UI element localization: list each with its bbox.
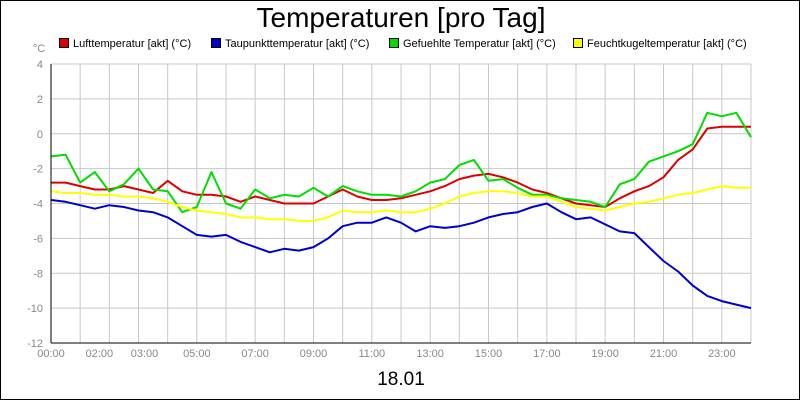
y-tick-label: 4 [37, 59, 43, 71]
y-tick-label: -10 [27, 303, 43, 315]
y-tick-label: -6 [33, 233, 43, 245]
y-tick-label: -12 [27, 338, 43, 350]
legend-label-feuchtkugeltemperatur: Feuchtkugeltemperatur [akt] (°C) [587, 38, 747, 50]
y-tick-label: 2 [37, 94, 43, 106]
series-line-0 [51, 125, 751, 208]
x-tick-label: 09:00 [300, 348, 328, 360]
x-tick-label: 11:00 [358, 348, 385, 360]
x-tick-label: 17:00 [533, 348, 561, 360]
legend-swatch-gefuehlte-temperatur [389, 38, 399, 48]
date-label: 18.01 [377, 369, 425, 390]
legend-label-gefuehlte-temperatur: Gefuehlte Temperatur [akt] (°C) [403, 38, 556, 50]
x-tick-label: 21:00 [650, 348, 678, 360]
x-tick-label: 13:00 [416, 348, 444, 360]
x-tick-label: 03:00 [131, 348, 159, 360]
x-tick-label: 05:00 [183, 348, 211, 360]
legend-item-taupunkttemperatur: Taupunkttemperatur [akt] (°C) [211, 38, 369, 50]
x-tick-label: 02:00 [86, 348, 114, 360]
y-tick-label: -4 [33, 199, 43, 211]
series-line-3 [50, 185, 751, 222]
series-line-1 [50, 199, 752, 310]
y-tick-label: -2 [33, 164, 43, 176]
x-tick-label: 15:00 [475, 348, 503, 360]
y-tick-label: -8 [33, 268, 43, 280]
legend-swatch-taupunkttemperatur [211, 38, 221, 48]
x-tick-label: 07:00 [241, 348, 269, 360]
legend-swatch-lufttemperatur [59, 38, 69, 48]
legend-item-feuchtkugeltemperatur: Feuchtkugeltemperatur [akt] (°C) [573, 38, 747, 50]
series-line-2 [50, 111, 752, 214]
x-tick-label: 19:00 [591, 348, 619, 360]
legend-label-taupunkttemperatur: Taupunkttemperatur [akt] (°C) [225, 38, 370, 50]
x-tick-label: 23:00 [708, 348, 736, 360]
x-tick-label: 00:00 [37, 348, 65, 360]
legend-label-lufttemperatur: Lufttemperatur [akt] (°C) [73, 38, 192, 50]
chart-title: Temperaturen [pro Tag] [256, 2, 546, 33]
legend-item-gefuehlte-temperatur: Gefuehlte Temperatur [akt] (°C) [389, 38, 556, 50]
legend-item-lufttemperatur: Lufttemperatur [akt] (°C) [59, 38, 191, 50]
y-tick-label: 0 [37, 129, 43, 141]
legend-swatch-feuchtkugeltemperatur [573, 38, 583, 48]
y-unit-label: °C [33, 43, 45, 55]
